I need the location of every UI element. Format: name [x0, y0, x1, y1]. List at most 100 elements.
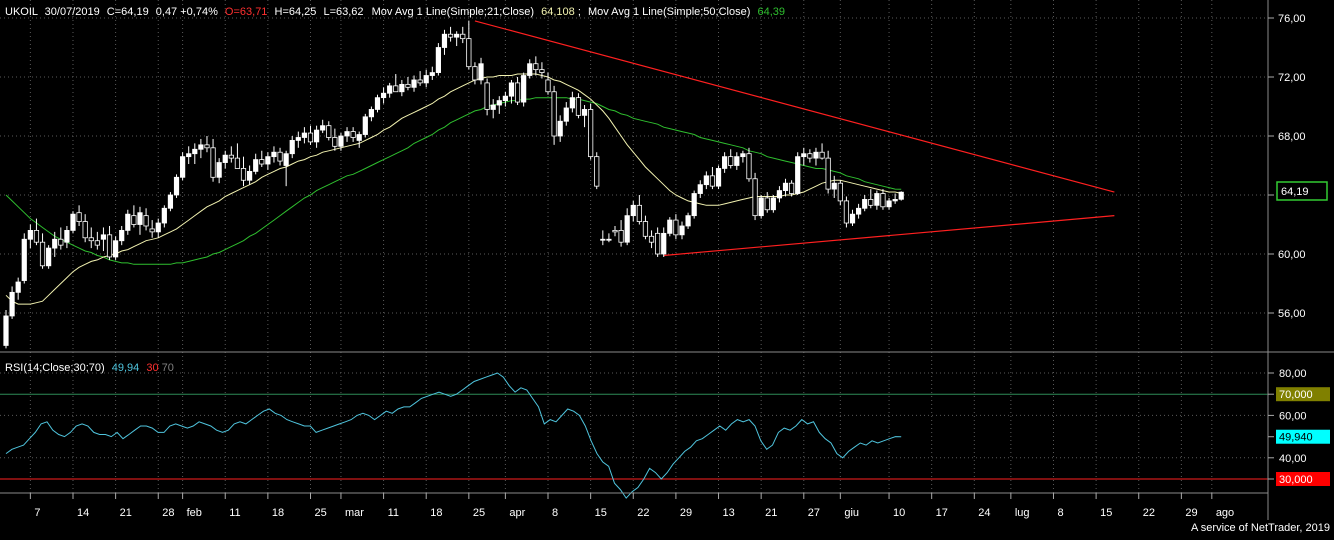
candle: [429, 66, 435, 80]
candle-body-down: [825, 157, 831, 190]
candle: [46, 245, 52, 269]
candle-body-down: [332, 137, 338, 147]
candle: [575, 93, 582, 119]
rsi-badge: [1276, 387, 1330, 402]
candle-body-down: [612, 229, 618, 233]
header-change: 0,47 +0,74%: [156, 6, 218, 18]
candle-body-up: [703, 175, 709, 186]
candle-body-up: [874, 193, 880, 206]
candle: [514, 77, 521, 106]
candle-body-up: [380, 92, 387, 99]
candle: [3, 310, 9, 349]
candle-body-up: [563, 107, 569, 122]
candle-body-down: [405, 83, 411, 88]
candle-body-up: [222, 154, 228, 163]
candle-body-down: [460, 33, 466, 40]
time-tick-label: 17: [936, 507, 948, 519]
candle-body-up: [271, 151, 277, 158]
candle-body-up: [667, 219, 673, 234]
candle: [149, 220, 155, 238]
rsi-badge-label: 70,000: [1279, 389, 1313, 401]
candle: [581, 105, 588, 128]
time-tick-label: 11: [388, 507, 399, 519]
candle-body-up: [320, 125, 326, 131]
candle: [770, 195, 776, 213]
candle-body-down: [106, 234, 113, 258]
candle-body-down: [277, 151, 283, 162]
candle: [76, 205, 82, 226]
candle: [380, 87, 387, 104]
rsi-line: [5, 372, 902, 499]
candle-body-up: [600, 238, 606, 241]
candle: [204, 136, 210, 153]
candle-body-up: [697, 184, 703, 194]
candle-body-up: [64, 229, 70, 243]
candle-body-up: [581, 109, 588, 116]
rsi-badge: [1276, 472, 1330, 486]
candle: [161, 205, 167, 228]
candle: [898, 191, 904, 201]
candle: [52, 231, 58, 257]
candle: [673, 214, 679, 240]
candle-body-up: [478, 63, 484, 81]
candle: [502, 91, 508, 107]
grid-lines: [0, 0, 1268, 493]
candle-body-up: [715, 168, 722, 187]
candle: [228, 146, 234, 163]
rsi-tick-label: 40,00: [1279, 453, 1307, 465]
candle: [246, 165, 253, 185]
candle: [222, 150, 228, 169]
candle: [234, 143, 241, 169]
time-tick-label: 15: [595, 507, 607, 519]
rsi-header-value: 49,94: [112, 362, 140, 374]
candle-body-up: [435, 47, 441, 73]
candle-body-up: [496, 100, 502, 106]
candle: [332, 128, 338, 151]
candle: [892, 193, 898, 204]
candle-body-up: [630, 204, 636, 217]
candle: [715, 165, 722, 190]
candle: [39, 233, 46, 269]
candle-body-up: [776, 190, 783, 199]
candle: [265, 152, 271, 170]
candle: [679, 221, 685, 240]
candle-body-up: [374, 97, 381, 110]
candle: [338, 133, 344, 151]
time-tick-label: lug: [1015, 507, 1030, 519]
trendlines: [474, 20, 1115, 257]
candle: [216, 158, 222, 184]
candle-body-down: [131, 215, 137, 225]
candle-body-down: [39, 241, 46, 267]
header-open: O=63,71: [225, 6, 268, 18]
candle: [259, 150, 265, 167]
candle: [399, 79, 405, 97]
candle-body-up: [295, 137, 301, 141]
candle-body-up: [411, 79, 417, 88]
candle-body-up: [862, 199, 868, 209]
candle-body-up: [283, 153, 289, 166]
candle: [776, 186, 783, 203]
candle: [435, 43, 441, 76]
candle: [411, 75, 417, 92]
candle-body-up: [490, 104, 496, 110]
candle-body-up: [782, 182, 789, 191]
time-tick-label: ago: [1216, 507, 1234, 519]
header-ma21-value: 64,108: [541, 6, 575, 18]
time-tick-label: 29: [1185, 507, 1197, 519]
candle: [283, 150, 289, 187]
candle: [70, 211, 76, 234]
rsi-header-lower: 30: [146, 362, 158, 374]
candle: [533, 56, 539, 76]
candle: [569, 91, 575, 113]
candle: [137, 206, 143, 235]
candle-body-up: [679, 225, 685, 236]
candle: [874, 190, 880, 210]
candle-body-down: [58, 238, 64, 246]
candle-body-down: [472, 66, 478, 81]
candle: [521, 72, 527, 107]
candle-body-up: [624, 215, 630, 243]
candle-body-up: [362, 116, 368, 135]
candle: [387, 82, 393, 98]
